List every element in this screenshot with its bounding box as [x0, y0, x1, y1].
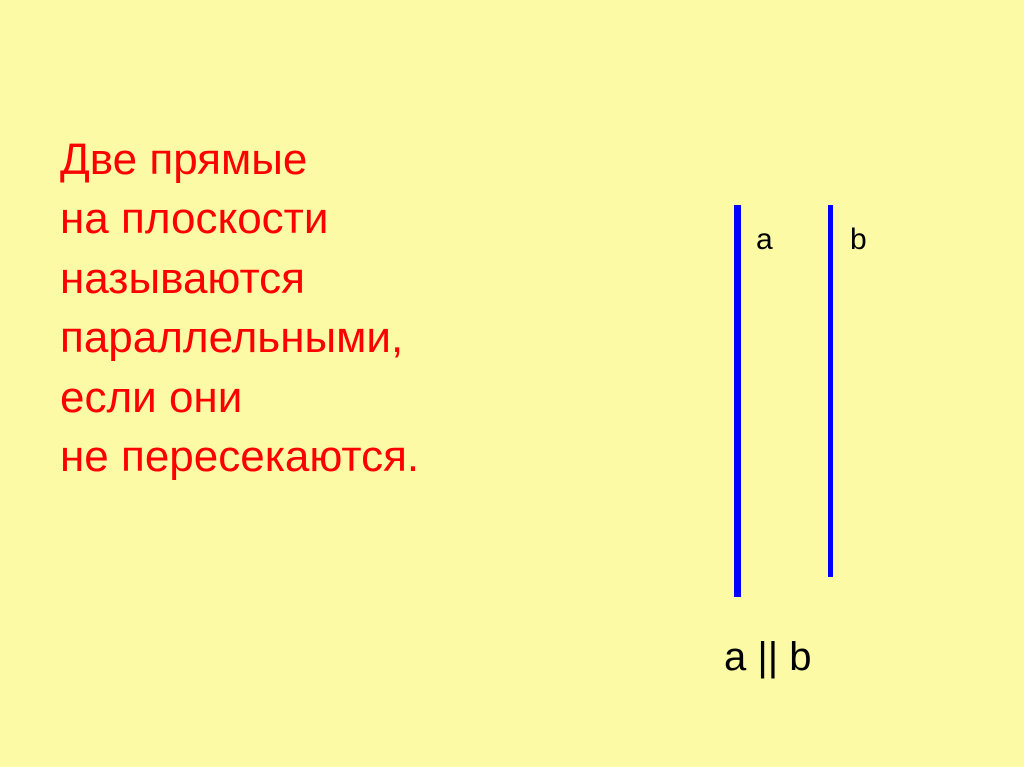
line-a-label: a: [756, 223, 773, 257]
definition-text: Две прямые на плоскости называются парал…: [60, 130, 419, 486]
definition-line: параллельными,: [60, 308, 419, 367]
parallel-lines-diagram: a b a || b: [700, 205, 960, 705]
parallel-notation: a || b: [724, 635, 812, 680]
definition-line: если они: [60, 368, 419, 427]
definition-line: на плоскости: [60, 189, 419, 248]
definition-line: не пересекаются.: [60, 427, 419, 486]
definition-line: называются: [60, 249, 419, 308]
line-b: [828, 205, 833, 577]
line-a: [734, 205, 741, 597]
slide: Две прямые на плоскости называются парал…: [0, 0, 1024, 767]
line-b-label: b: [850, 223, 867, 257]
definition-line: Две прямые: [60, 130, 419, 189]
